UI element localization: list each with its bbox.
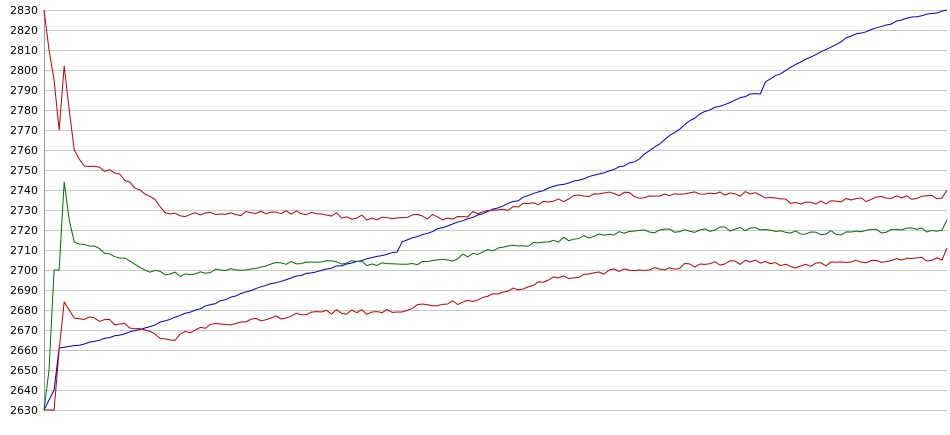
y-tick-label: 2760 — [10, 144, 38, 157]
y-tick-label: 2800 — [10, 64, 38, 77]
y-tick-label: 2770 — [10, 124, 38, 137]
y-tick-label: 2820 — [10, 24, 38, 37]
y-tick-label: 2690 — [10, 284, 38, 297]
y-tick-label: 2750 — [10, 164, 38, 177]
y-axis-tick-labels: 2830 2820 2810 2800 2790 2780 2770 2760 2750 2740… — [10, 4, 38, 417]
y-tick-label: 2650 — [10, 364, 38, 377]
y-tick-label: 2700 — [10, 264, 38, 277]
series-line-2 — [43, 9, 948, 221]
y-tick-label: 2730 — [10, 204, 38, 217]
series-line-4 — [44, 247, 948, 411]
series-line-3 — [43, 181, 948, 411]
y-tick-label: 2720 — [10, 224, 38, 237]
y-tick-label: 2640 — [10, 384, 38, 397]
series-line-1 — [43, 9, 948, 411]
y-tick-label: 2630 — [10, 404, 38, 417]
y-tick-label: 2710 — [10, 244, 38, 257]
y-tick-label: 2660 — [10, 344, 38, 357]
grid-lines — [44, 10, 947, 411]
y-tick-label: 2740 — [10, 184, 38, 197]
y-tick-label: 2790 — [10, 84, 38, 97]
y-tick-label: 2680 — [10, 304, 38, 317]
y-tick-label: 2830 — [10, 4, 38, 17]
y-tick-label: 2670 — [10, 324, 38, 337]
series-lines — [43, 9, 948, 411]
y-tick-label: 2780 — [10, 104, 38, 117]
y-tick-label: 2810 — [10, 44, 38, 57]
